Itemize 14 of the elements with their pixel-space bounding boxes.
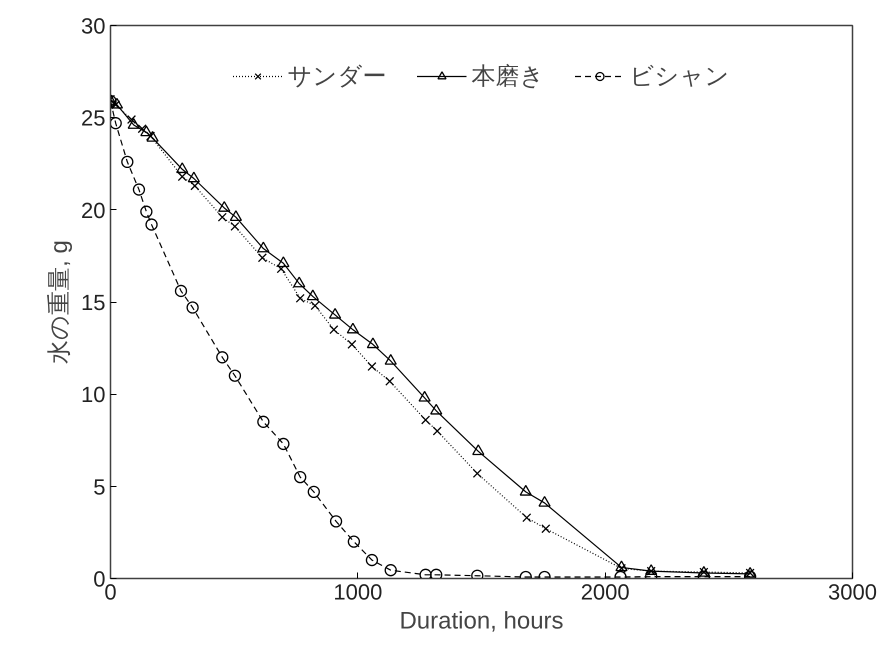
y-tick-label: 5 xyxy=(93,474,106,500)
y-tick-label: 20 xyxy=(81,198,106,223)
legend-label: ビシャン xyxy=(630,62,730,92)
x-tick-label: 2000 xyxy=(580,580,630,604)
legend-label: サンダー xyxy=(288,62,386,92)
x-axis-title: Duration, hours xyxy=(399,608,564,634)
y-tick-label: 10 xyxy=(81,382,106,408)
x-tick-label: 1000 xyxy=(333,580,382,604)
legend-label: 本磨き xyxy=(472,62,544,92)
y-tick-label: 15 xyxy=(81,290,106,315)
x-tick-label: 3000 xyxy=(828,580,877,604)
y-tick-label: 25 xyxy=(81,106,106,131)
y-tick-label: 30 xyxy=(81,14,106,38)
y-axis-title: 水の重量, g xyxy=(46,240,74,364)
